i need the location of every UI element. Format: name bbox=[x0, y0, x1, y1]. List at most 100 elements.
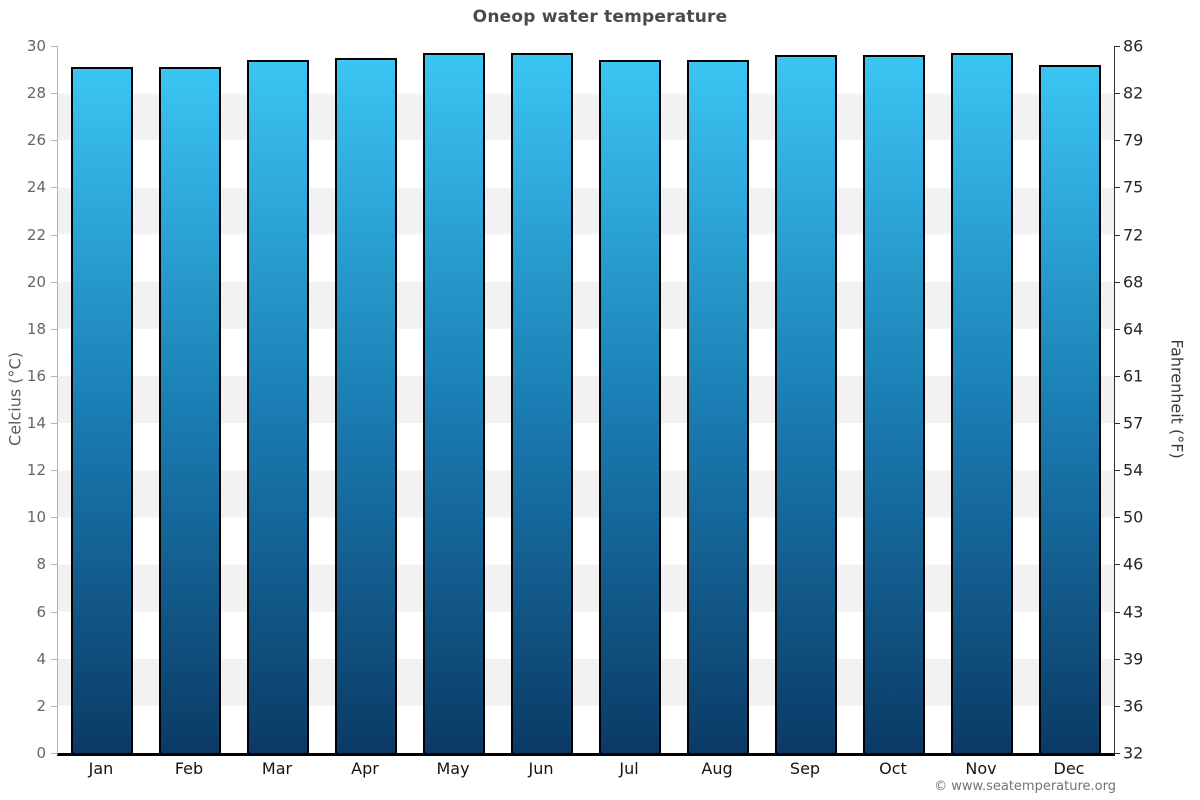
bar-jul bbox=[599, 60, 661, 753]
y-tick-fahrenheit-32: 32 bbox=[1123, 743, 1144, 763]
tickmark-left-14 bbox=[51, 423, 57, 425]
tickmark-left-2 bbox=[51, 705, 57, 707]
y-tick-celsius-10: 10 bbox=[26, 508, 46, 527]
y-axis-right: 86 82 79 75 72 68 64 61 57 54 50 46 43 39 36 32 bbox=[1114, 37, 1200, 763]
tickmark-left-24 bbox=[51, 187, 57, 189]
x-tick-feb: Feb bbox=[174, 759, 204, 778]
y-tick-celsius-22: 22 bbox=[26, 225, 46, 244]
y-tick-celsius-20: 20 bbox=[26, 272, 46, 291]
tickmark-left-26 bbox=[51, 140, 57, 142]
bar-slot-nov bbox=[938, 46, 1026, 753]
bar-may bbox=[423, 53, 485, 753]
tickmark-left-30 bbox=[51, 46, 57, 47]
y-tick-fahrenheit-54: 54 bbox=[1123, 460, 1144, 480]
bar-slot-dec bbox=[1026, 46, 1114, 753]
bar-mar bbox=[247, 60, 309, 753]
tickmark-left-28 bbox=[51, 93, 57, 95]
x-tick-may: May bbox=[436, 759, 470, 778]
tickmark-left-4 bbox=[51, 658, 57, 660]
bar-slot-jun bbox=[498, 46, 586, 753]
x-tick-jun: Jun bbox=[528, 759, 554, 778]
x-tick-mar: Mar bbox=[261, 759, 293, 778]
x-tick-apr: Apr bbox=[351, 759, 379, 778]
y-tick-fahrenheit-64: 64 bbox=[1123, 319, 1144, 339]
y-axis-left: 30 28 26 24 22 20 18 16 14 12 10 8 6 4 2 0 bbox=[0, 37, 57, 762]
tickmark-right-64 bbox=[1114, 328, 1120, 330]
bar-feb bbox=[159, 67, 221, 753]
bar-slot-aug bbox=[674, 46, 762, 753]
tickmark-left-0 bbox=[51, 753, 57, 754]
tickmark-right-46 bbox=[1114, 564, 1120, 566]
y-tick-celsius-16: 16 bbox=[26, 366, 46, 385]
tickmark-right-36 bbox=[1114, 705, 1120, 707]
tickmark-right-72 bbox=[1114, 234, 1120, 236]
y-tick-fahrenheit-86: 86 bbox=[1123, 36, 1144, 56]
tickmark-right-61 bbox=[1114, 375, 1120, 377]
bar-slot-oct bbox=[850, 46, 938, 753]
tickmark-left-12 bbox=[51, 470, 57, 472]
tickmark-left-16 bbox=[51, 375, 57, 377]
y-tick-celsius-12: 12 bbox=[26, 461, 46, 480]
x-tick-dec: Dec bbox=[1053, 759, 1085, 778]
bar-dec bbox=[1039, 64, 1101, 753]
y-tick-celsius-28: 28 bbox=[26, 84, 46, 103]
bar-slot-feb bbox=[146, 46, 234, 753]
y-tick-fahrenheit-43: 43 bbox=[1123, 602, 1144, 622]
bar-aug bbox=[687, 60, 749, 753]
tickmark-right-75 bbox=[1114, 187, 1120, 189]
y-tick-celsius-8: 8 bbox=[36, 555, 46, 574]
x-tick-oct: Oct bbox=[879, 759, 907, 778]
copyright-text: © www.seatemperature.org bbox=[934, 779, 1116, 794]
y-tick-celsius-6: 6 bbox=[36, 602, 46, 621]
y-tick-fahrenheit-75: 75 bbox=[1123, 177, 1144, 197]
tickmark-right-68 bbox=[1114, 281, 1120, 283]
bar-slot-jan bbox=[58, 46, 146, 753]
y-tick-fahrenheit-57: 57 bbox=[1123, 413, 1144, 433]
bar-slot-apr bbox=[322, 46, 410, 753]
x-tick-jul: Jul bbox=[619, 759, 639, 778]
y-tick-fahrenheit-61: 61 bbox=[1123, 366, 1144, 386]
bar-nov bbox=[951, 53, 1013, 753]
y-tick-fahrenheit-68: 68 bbox=[1123, 272, 1144, 292]
bar-apr bbox=[335, 57, 397, 753]
y-tick-celsius-30: 30 bbox=[26, 37, 46, 55]
y-tick-celsius-4: 4 bbox=[36, 649, 46, 668]
y-tick-celsius-26: 26 bbox=[26, 131, 46, 150]
plot-area bbox=[57, 46, 1115, 756]
y-tick-fahrenheit-72: 72 bbox=[1123, 225, 1144, 245]
tickmark-right-50 bbox=[1114, 517, 1120, 519]
tickmark-right-86 bbox=[1114, 46, 1120, 47]
x-axis-labels: Jan Feb Mar Apr May Jun Jul Aug Sep Oct Nov Dec bbox=[57, 759, 1113, 778]
tickmark-right-43 bbox=[1114, 611, 1120, 613]
x-tick-nov: Nov bbox=[965, 759, 997, 778]
tickmark-left-8 bbox=[51, 564, 57, 566]
bar-sep bbox=[775, 55, 837, 753]
tickmark-left-20 bbox=[51, 281, 57, 283]
y-tick-celsius-0: 0 bbox=[36, 744, 46, 762]
bar-jun bbox=[511, 53, 573, 753]
y-tick-fahrenheit-39: 39 bbox=[1123, 649, 1144, 669]
bar-jan bbox=[71, 67, 133, 753]
tickmark-left-18 bbox=[51, 328, 57, 330]
y-tick-celsius-14: 14 bbox=[26, 414, 46, 433]
tickmark-right-79 bbox=[1114, 140, 1120, 142]
y-tick-celsius-24: 24 bbox=[26, 178, 46, 197]
y-tick-fahrenheit-82: 82 bbox=[1123, 83, 1144, 103]
y-tick-fahrenheit-50: 50 bbox=[1123, 507, 1144, 527]
bar-oct bbox=[863, 55, 925, 753]
y-tick-fahrenheit-46: 46 bbox=[1123, 554, 1144, 574]
chart-title: Oneop water temperature bbox=[472, 7, 728, 27]
tickmark-right-54 bbox=[1114, 470, 1120, 472]
tickmark-left-6 bbox=[51, 611, 57, 613]
bar-slot-mar bbox=[234, 46, 322, 753]
y-tick-celsius-18: 18 bbox=[26, 319, 46, 338]
y-tick-celsius-2: 2 bbox=[36, 696, 46, 715]
y-tick-fahrenheit-36: 36 bbox=[1123, 696, 1144, 716]
bar-slot-sep bbox=[762, 46, 850, 753]
y-tick-fahrenheit-79: 79 bbox=[1123, 130, 1144, 150]
bar-slot-may bbox=[410, 46, 498, 753]
x-tick-aug: Aug bbox=[701, 759, 733, 778]
x-tick-jan: Jan bbox=[88, 759, 114, 778]
tickmark-right-39 bbox=[1114, 658, 1120, 660]
